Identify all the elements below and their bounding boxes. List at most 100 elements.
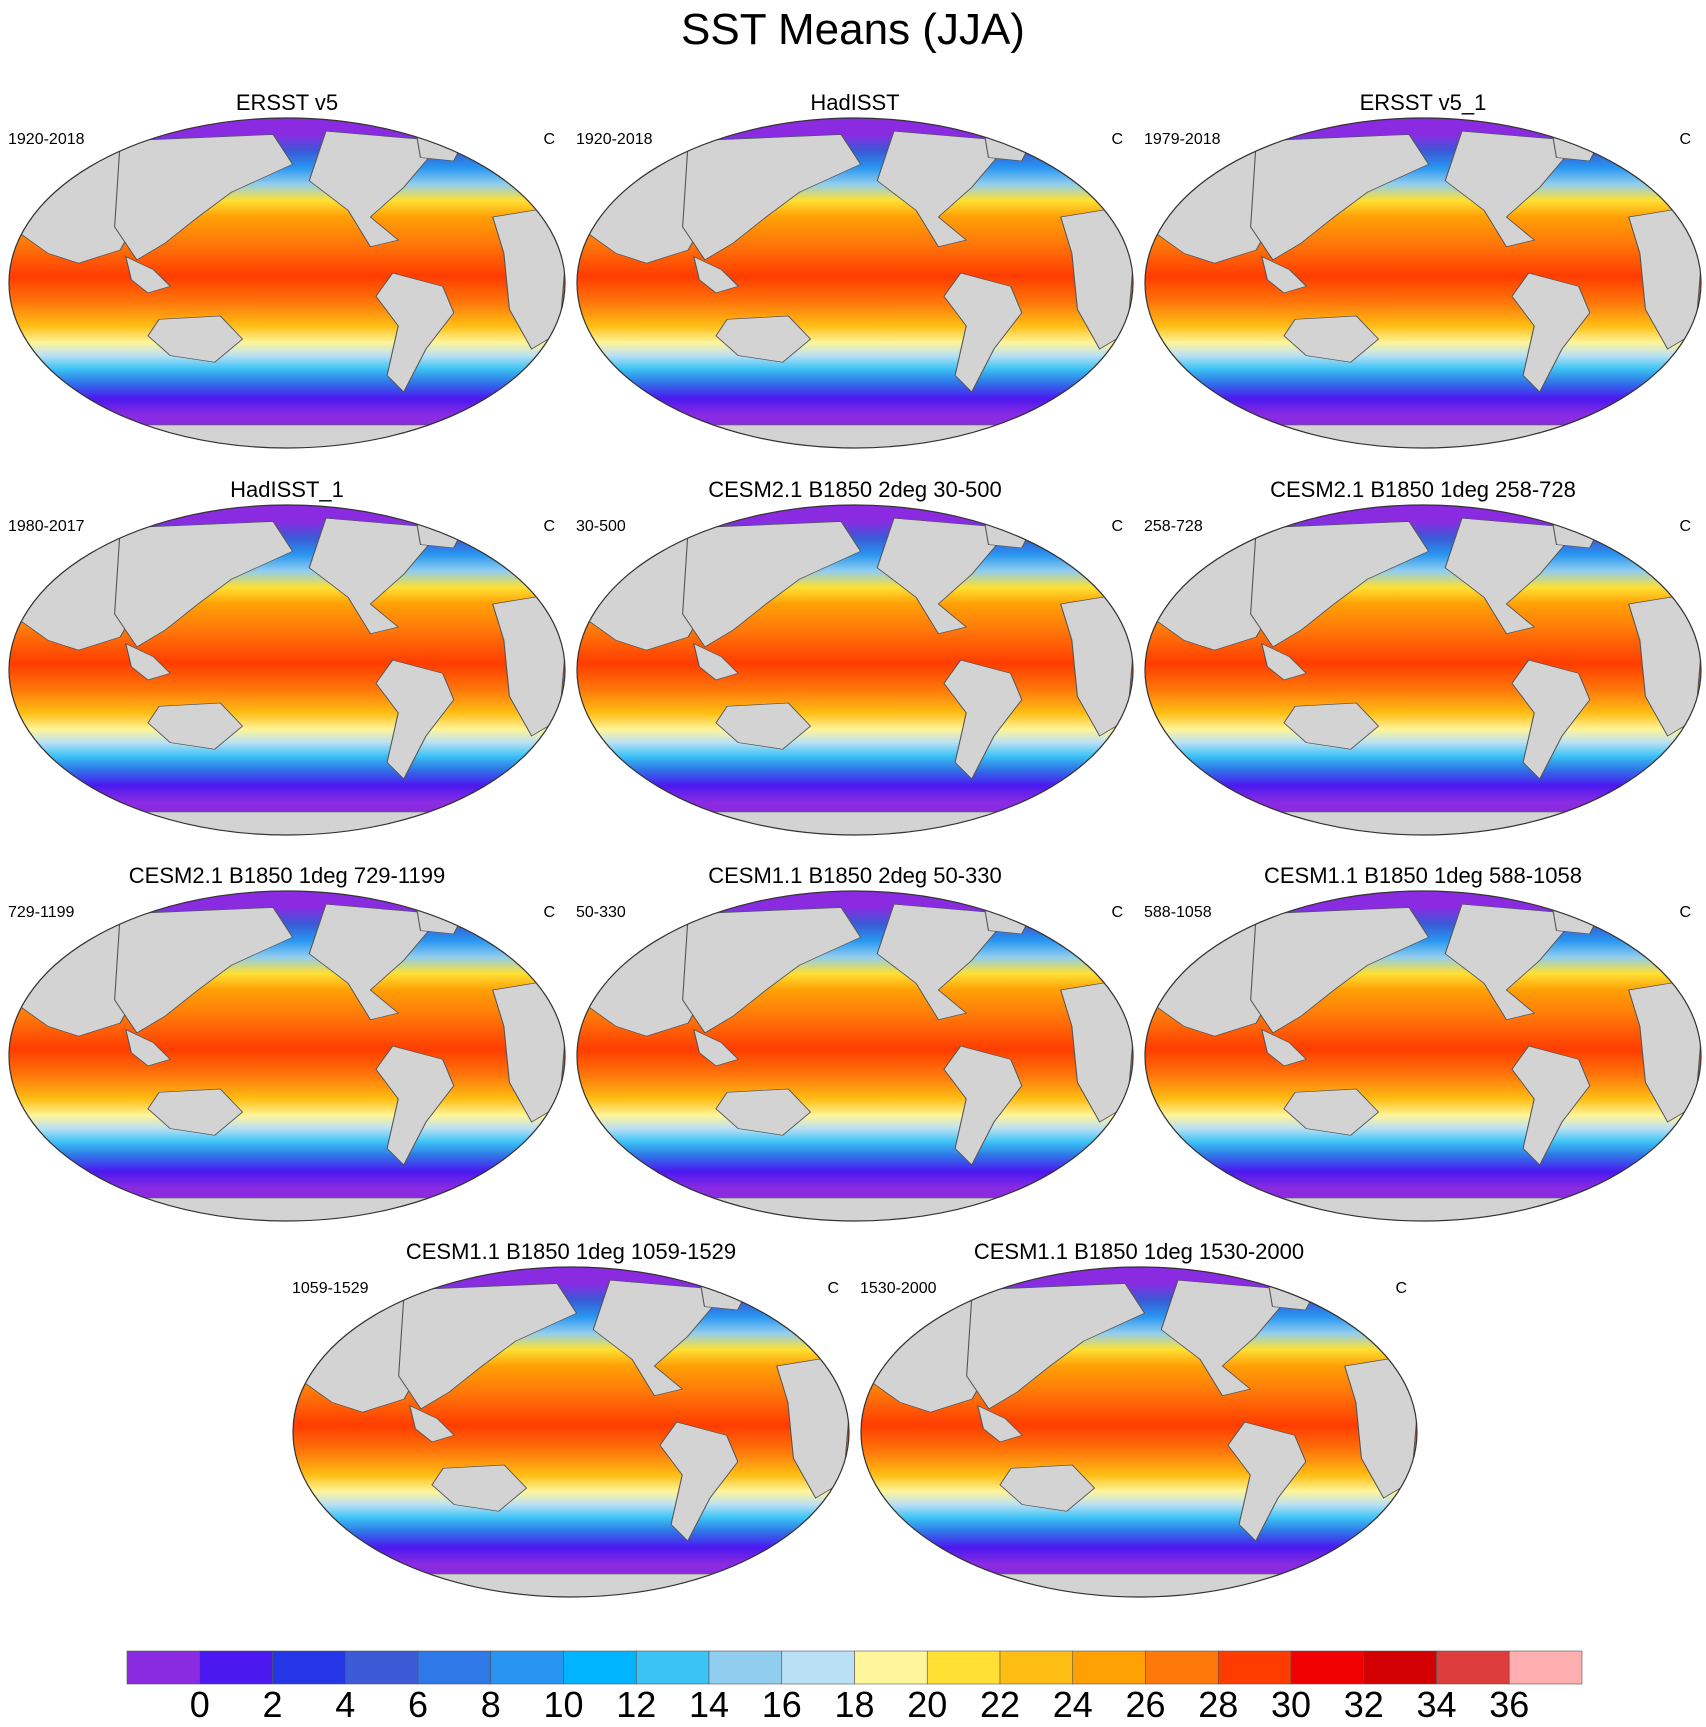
panel-units: C (543, 904, 555, 921)
panel-units: C (1679, 131, 1691, 148)
map-body (8, 504, 566, 836)
map-body (1144, 890, 1702, 1222)
continent (431, 1464, 528, 1512)
panel-title: CESM2.1 B1850 1deg 729-1199 (129, 863, 445, 888)
map-body (576, 117, 1134, 449)
panel-period: 1059-1529 (292, 1280, 369, 1297)
map-outline (292, 1266, 850, 1598)
panel-title: CESM1.1 B1850 1deg 588-1058 (1264, 863, 1582, 888)
continent (715, 315, 812, 363)
panel-period: 30-500 (576, 518, 626, 535)
colorbar-swatch (344, 1650, 419, 1685)
map-body (576, 890, 1134, 1222)
continent (977, 1404, 1024, 1443)
continent (1283, 702, 1380, 750)
colorbar-label: 26 (1125, 1684, 1165, 1725)
colorbar-label: 22 (980, 1684, 1020, 1725)
colorbar-swatch (1145, 1650, 1219, 1685)
panel-title: ERSST v5 (236, 90, 338, 115)
map-outline (8, 890, 566, 1222)
continent (375, 272, 455, 393)
panel-units: C (1395, 1280, 1407, 1297)
colorbar-swatch (1072, 1650, 1146, 1685)
panel-title: CESM2.1 B1850 1deg 258-728 (1270, 477, 1576, 502)
continent (147, 1088, 244, 1136)
map-panel: HadISST 1920-2018 C (576, 90, 1134, 449)
map-body (292, 1266, 850, 1598)
continent (114, 907, 294, 1034)
continent (1145, 1197, 1701, 1221)
panel-title: CESM1.1 B1850 2deg 50-330 (708, 863, 1002, 888)
map-outline (576, 117, 1134, 449)
continent (693, 255, 740, 294)
continent (1511, 659, 1591, 780)
continent (1283, 315, 1380, 363)
continent (715, 1088, 812, 1136)
continent (1511, 1045, 1591, 1166)
continent (659, 1421, 739, 1542)
panel-title: ERSST v5_1 (1360, 90, 1487, 115)
colorbar-swatch (272, 1650, 346, 1685)
continent (1227, 1421, 1307, 1542)
continent (577, 811, 1133, 835)
continent (375, 659, 455, 780)
colorbar-label: 32 (1344, 1684, 1384, 1725)
panel-units: C (1679, 904, 1691, 921)
map-panel: HadISST_1 1980-2017 C (8, 477, 566, 836)
continent (9, 424, 565, 448)
map-panel: CESM1.1 B1850 1deg 1530-2000 1530-2000 C (860, 1239, 1418, 1598)
continent (9, 811, 565, 835)
panel-period: 50-330 (576, 904, 626, 921)
continent (114, 134, 294, 261)
map-panel: ERSST v5 1920-2018 C (8, 90, 566, 449)
panel-title: CESM1.1 B1850 1deg 1530-2000 (974, 1239, 1304, 1264)
continent (375, 1045, 455, 1166)
colorbar-label: 6 (408, 1684, 428, 1725)
continent (943, 272, 1023, 393)
map-body (1144, 117, 1702, 449)
panel-period: 1979-2018 (1144, 131, 1221, 148)
map-outline (860, 1266, 1418, 1598)
colorbar-label: 36 (1489, 1684, 1529, 1725)
continent (966, 1283, 1146, 1410)
colorbar-label: 28 (1198, 1684, 1238, 1725)
continent (147, 702, 244, 750)
panel-units: C (1111, 131, 1123, 148)
colorbar-label: 20 (907, 1684, 947, 1725)
continent (1283, 1088, 1380, 1136)
map-body (576, 504, 1134, 836)
map-panel: CESM1.1 B1850 2deg 50-330 50-330 C (576, 863, 1134, 1222)
panel-period: 1920-2018 (8, 131, 85, 148)
colorbar-swatch (1436, 1650, 1510, 1685)
panel-title: CESM2.1 B1850 2deg 30-500 (708, 477, 1002, 502)
map-body (8, 117, 566, 449)
colorbar-label: 14 (689, 1684, 729, 1725)
continent (577, 1197, 1133, 1221)
colorbar-swatch (1290, 1650, 1365, 1685)
continent (1250, 134, 1430, 261)
panel-title: CESM1.1 B1850 1deg 1059-1529 (406, 1239, 736, 1264)
continent (577, 424, 1133, 448)
panel-units: C (543, 518, 555, 535)
continent (114, 521, 294, 648)
continent (293, 1573, 849, 1597)
panel-period: 258-728 (1144, 518, 1203, 535)
panel-period: 1920-2018 (576, 131, 653, 148)
map-panel: CESM2.1 B1850 1deg 258-728 258-728 C (1144, 477, 1702, 836)
continent (861, 1573, 1417, 1597)
continent (999, 1464, 1096, 1512)
colorbar-swatch (417, 1650, 492, 1685)
panel-units: C (1111, 518, 1123, 535)
panel-units: C (543, 131, 555, 148)
land-mask (9, 511, 565, 835)
continent (693, 1028, 740, 1067)
continent (1261, 1028, 1308, 1067)
panel-units: C (827, 1280, 839, 1297)
colorbar-swatch (1508, 1650, 1583, 1685)
continent (1250, 521, 1430, 648)
colorbar-swatch (1217, 1650, 1292, 1685)
map-panel: CESM2.1 B1850 1deg 729-1199 729-1199 C (8, 863, 566, 1222)
continent (1145, 424, 1701, 448)
map-body (860, 1266, 1418, 1598)
